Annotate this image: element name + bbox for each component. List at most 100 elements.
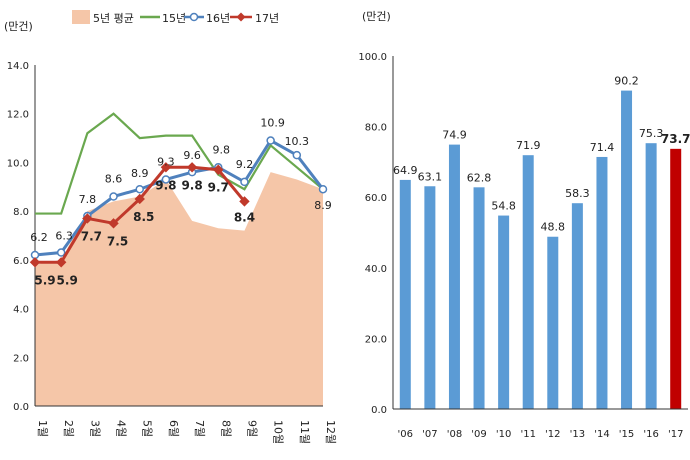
monthly-line-chart: (만건) 0.0 2.0 4.0 6.0 8.0 10.0 12.0 14.0 6.2 6.3 7.8… — [4, 10, 337, 444]
x-tick-label: 5월 — [141, 420, 154, 437]
x-tick-label: 2월 — [62, 420, 75, 437]
legend: 5년 평균 15년 16년 17년 — [72, 10, 279, 25]
bar-value-label: 75.3 — [639, 127, 664, 140]
legend-swatch-5yr — [72, 10, 90, 24]
x-tick-label: '15 — [619, 429, 634, 440]
bar — [448, 144, 460, 409]
label-16: 9.2 — [236, 158, 254, 171]
x-tick-label: 6월 — [167, 420, 180, 437]
y-tick-label: 100.0 — [358, 52, 387, 63]
y-tick-label: 10.0 — [7, 158, 29, 169]
x-tick-label: 3월 — [88, 420, 101, 437]
y-tick-label: 40.0 — [365, 264, 387, 275]
legend-label-15: 15년 — [162, 12, 186, 25]
bar — [522, 155, 534, 409]
point-16 — [135, 184, 144, 194]
x-tick-label: '14 — [594, 429, 609, 440]
point-17 — [239, 196, 250, 207]
legend-marker-17 — [236, 12, 246, 22]
bar-value-label: 71.9 — [516, 139, 541, 152]
x-tick-label: 7월 — [193, 420, 206, 437]
point-16 — [109, 192, 118, 201]
bar-value-label: 64.9 — [393, 164, 418, 177]
y-tick-label: 60.0 — [365, 193, 387, 204]
label-17: 9.7 — [208, 181, 229, 195]
point-16 — [240, 177, 249, 187]
bar-highlight — [670, 148, 682, 410]
x-tick-label: 12월 — [324, 420, 337, 444]
bar — [473, 187, 485, 409]
label-16: 6.2 — [30, 231, 48, 244]
x-tick-label: 4월 — [115, 420, 128, 437]
x-tick-label: 1월 — [36, 420, 49, 437]
area-5yr-average — [35, 172, 323, 406]
x-tick-label: '17 — [668, 429, 683, 440]
bar-value-label: 63.1 — [418, 170, 443, 183]
x-tick-label: '10 — [496, 429, 511, 440]
label-16: 8.9 — [314, 199, 332, 212]
y-tick-label: 6.0 — [13, 256, 29, 267]
point-17 — [186, 162, 198, 173]
line-16 — [34, 138, 325, 257]
bar-value-label: 73.7 — [661, 132, 690, 146]
bar — [399, 179, 411, 409]
x-tick-label: 11월 — [298, 420, 311, 444]
y-tick-label: 20.0 — [365, 334, 387, 345]
x-tick-label: 8월 — [219, 420, 232, 437]
bar — [498, 215, 510, 409]
bar — [424, 186, 436, 409]
point-16 — [292, 150, 302, 160]
x-tick-label: '06 — [398, 429, 413, 440]
label-17: 9.8 — [155, 178, 176, 192]
x-tick-label: '11 — [520, 429, 535, 440]
point-16 — [161, 175, 171, 184]
point-17 — [213, 164, 224, 175]
point-17 — [29, 257, 41, 268]
y-tick-label: 0.0 — [13, 402, 29, 413]
y-tick-label: 14.0 — [7, 61, 29, 72]
label-17: 5.9 — [57, 273, 78, 287]
x-tick-label: '12 — [545, 429, 560, 440]
y-tick-label: 12.0 — [7, 110, 29, 121]
bar — [571, 203, 583, 409]
label-16: 9.6 — [183, 149, 201, 162]
x-tick-label: 10월 — [272, 420, 285, 444]
yearly-bar-chart: (만건) 0.0 20.0 40.0 60.0 80.0 100.0 64.9 63.1 74.9… — [358, 10, 690, 440]
label-17: 9.8 — [181, 178, 202, 192]
label-17: 5.9 — [34, 273, 55, 287]
label-16: 10.3 — [285, 135, 310, 148]
label-17: 7.7 — [81, 229, 102, 243]
x-tick-label: '09 — [471, 429, 486, 440]
point-16 — [266, 136, 275, 145]
y-unit-label: (만건) — [362, 10, 391, 23]
point-17 — [108, 218, 119, 229]
bar-value-label: 62.8 — [467, 171, 492, 184]
y-tick-label: 2.0 — [13, 353, 29, 364]
point-17 — [55, 257, 67, 268]
y-tick-label: 4.0 — [13, 305, 29, 316]
legend-marker-16 — [189, 12, 199, 22]
legend-label-5yr: 5년 평균 — [93, 12, 134, 25]
label-16: 8.9 — [131, 167, 149, 180]
label-16: 7.8 — [79, 193, 97, 206]
bar — [547, 236, 559, 409]
bar — [621, 90, 633, 410]
point-16 — [318, 184, 328, 194]
x-tick-label: '13 — [570, 429, 585, 440]
label-16: 8.6 — [105, 173, 123, 186]
y-tick-label: 8.0 — [13, 207, 29, 218]
label-16: 10.9 — [260, 117, 285, 130]
x-tick-label: '08 — [447, 429, 462, 440]
y-tick-label: 0.0 — [371, 405, 387, 416]
x-tick-label: '07 — [422, 429, 437, 440]
bar — [596, 156, 608, 409]
x-tick-label: 9월 — [245, 420, 258, 437]
point-16 — [56, 248, 66, 257]
point-17 — [82, 213, 93, 224]
legend-label-16: 16년 — [206, 12, 230, 25]
label-17: 8.5 — [133, 210, 154, 224]
bar — [645, 143, 657, 410]
label-17: 7.5 — [107, 234, 128, 248]
label-16: 9.8 — [213, 143, 231, 156]
